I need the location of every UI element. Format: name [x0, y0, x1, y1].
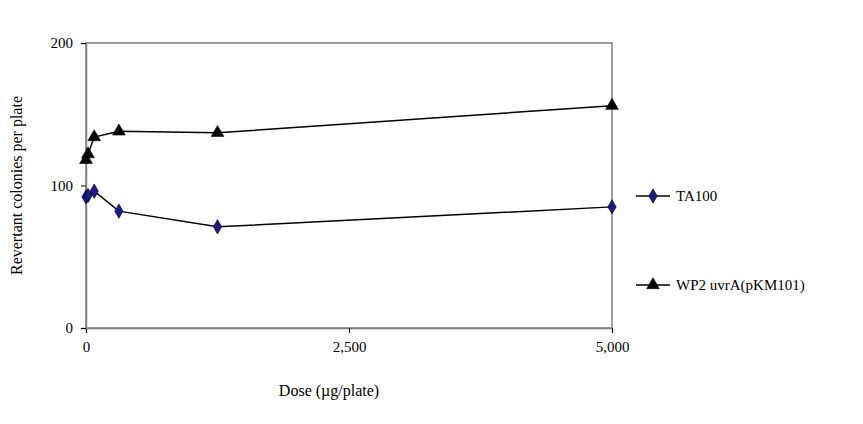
- legend: TA100 WP2 uvrA(pKM101): [636, 188, 805, 294]
- x-axis-line: [87, 329, 613, 334]
- y-axis-title: Revertant colonies per plate: [8, 96, 26, 275]
- legend-entry: WP2 uvrA(pKM101): [636, 277, 805, 294]
- series-point: [90, 184, 98, 198]
- marks: [80, 98, 619, 234]
- y-tick-label: 200: [51, 35, 74, 51]
- x-tick-label: 0: [83, 339, 91, 355]
- x-tick-mark: [349, 328, 350, 333]
- legend-symbol: [649, 189, 657, 203]
- legend-label: TA100: [676, 188, 717, 204]
- x-tick: 5,000: [596, 328, 630, 355]
- y-tick-label: 100: [51, 178, 74, 194]
- chart: 0 2,500 5,000 0 100 200 Dose (µg/plate) Reverta…: [0, 0, 863, 424]
- series-point: [115, 204, 123, 218]
- legend-entry: TA100: [636, 188, 717, 204]
- series-point: [213, 220, 221, 234]
- x-axis-title: Dose (µg/plate): [279, 382, 379, 400]
- x-axis: 0 2,500 5,000: [83, 328, 630, 355]
- y-tick-mark: [81, 43, 86, 44]
- y-tick: 0: [66, 320, 87, 336]
- plot: 0 2,500 5,000 0 100 200: [51, 35, 630, 354]
- series-point: [211, 125, 224, 136]
- y-tick: 200: [51, 35, 87, 51]
- y-axis-line: [81, 44, 87, 329]
- x-tick-label: 2,500: [333, 339, 367, 355]
- series-point: [608, 200, 616, 214]
- series-point: [606, 98, 619, 109]
- x-tick-mark: [612, 328, 613, 333]
- legend-label: WP2 uvrA(pKM101): [676, 277, 805, 294]
- series-point: [113, 124, 126, 135]
- x-tick-label: 5,000: [596, 339, 630, 355]
- x-tick: 0: [83, 328, 91, 355]
- series-point: [82, 147, 95, 158]
- series-line: [86, 106, 612, 160]
- y-axis: 0 100 200: [51, 35, 87, 336]
- series-point: [88, 130, 101, 141]
- legend-symbol: [647, 278, 660, 289]
- y-tick: 100: [51, 178, 87, 194]
- y-tick-mark: [81, 328, 86, 329]
- x-tick: 2,500: [333, 328, 367, 355]
- series-line: [86, 191, 612, 227]
- plot-frame: [86, 43, 612, 328]
- y-tick-mark: [81, 186, 86, 187]
- y-tick-label: 0: [66, 320, 74, 336]
